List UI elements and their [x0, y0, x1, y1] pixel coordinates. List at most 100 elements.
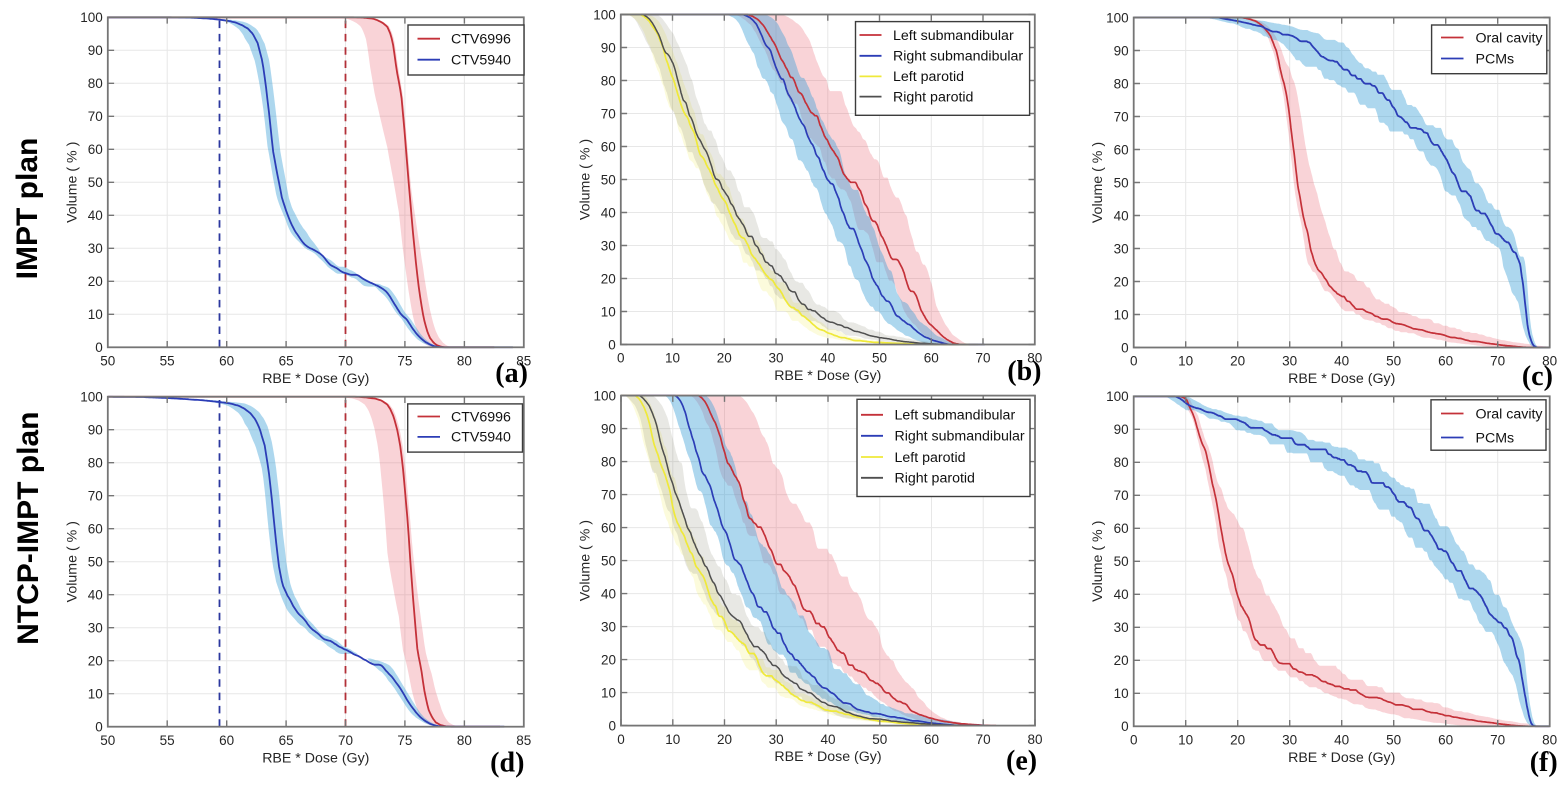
svg-text:80: 80 [457, 733, 472, 748]
svg-text:NTCP-IMPT plan: NTCP-IMPT plan [12, 412, 45, 645]
svg-text:60: 60 [88, 142, 103, 157]
svg-text:75: 75 [397, 733, 412, 748]
svg-text:20: 20 [1230, 733, 1245, 748]
svg-text:100: 100 [1106, 10, 1129, 25]
svg-text:10: 10 [88, 687, 103, 702]
svg-text:90: 90 [601, 421, 616, 436]
svg-text:50: 50 [1114, 554, 1129, 569]
svg-text:80: 80 [457, 354, 472, 369]
svg-text:20: 20 [88, 654, 103, 669]
svg-text:20: 20 [1230, 354, 1245, 369]
svg-text:70: 70 [338, 354, 353, 369]
svg-text:10: 10 [88, 307, 103, 322]
svg-text:50: 50 [872, 732, 887, 747]
svg-text:Volume ( % ): Volume ( % ) [64, 142, 80, 223]
svg-text:90: 90 [88, 43, 103, 58]
svg-text:50: 50 [1386, 354, 1401, 369]
svg-text:10: 10 [1178, 733, 1193, 748]
svg-text:PCMs: PCMs [1476, 51, 1515, 67]
svg-text:60: 60 [1438, 733, 1453, 748]
svg-text:Volume ( % ): Volume ( % ) [64, 521, 80, 602]
svg-text:60: 60 [219, 733, 234, 748]
svg-text:IMPT plan: IMPT plan [11, 138, 44, 280]
svg-text:40: 40 [820, 732, 835, 747]
svg-text:70: 70 [88, 489, 103, 504]
svg-text:Oral cavity: Oral cavity [1476, 30, 1544, 46]
svg-text:RBE * Dose (Gy): RBE * Dose (Gy) [262, 750, 369, 766]
svg-text:70: 70 [1490, 354, 1505, 369]
svg-text:60: 60 [88, 522, 103, 537]
svg-text:30: 30 [601, 238, 616, 253]
svg-text:70: 70 [338, 733, 353, 748]
svg-text:Volume ( % ): Volume ( % ) [1090, 521, 1106, 602]
svg-text:60: 60 [1114, 142, 1129, 157]
svg-text:CTV5940: CTV5940 [451, 430, 511, 446]
svg-text:50: 50 [100, 733, 115, 748]
svg-text:70: 70 [976, 732, 991, 747]
svg-text:40: 40 [820, 351, 835, 366]
svg-text:40: 40 [1114, 587, 1129, 602]
svg-text:20: 20 [601, 271, 616, 286]
svg-text:40: 40 [88, 208, 103, 223]
svg-text:60: 60 [601, 520, 616, 535]
svg-text:30: 30 [88, 241, 103, 256]
svg-text:80: 80 [88, 76, 103, 91]
svg-text:RBE * Dose (Gy): RBE * Dose (Gy) [1288, 371, 1395, 387]
svg-text:40: 40 [601, 586, 616, 601]
svg-text:80: 80 [601, 454, 616, 469]
svg-text:20: 20 [717, 351, 732, 366]
svg-text:40: 40 [88, 588, 103, 603]
svg-text:55: 55 [160, 733, 175, 748]
svg-text:RBE * Dose (Gy): RBE * Dose (Gy) [1288, 750, 1395, 766]
svg-text:60: 60 [219, 354, 234, 369]
svg-text:Oral cavity: Oral cavity [1476, 406, 1544, 422]
svg-text:30: 30 [88, 621, 103, 636]
svg-text:70: 70 [601, 106, 616, 121]
svg-text:100: 100 [593, 388, 616, 403]
svg-text:CTV6996: CTV6996 [451, 32, 511, 48]
svg-text:55: 55 [160, 354, 175, 369]
svg-text:60: 60 [1114, 521, 1129, 536]
svg-text:40: 40 [601, 205, 616, 220]
svg-text:(f): (f) [1530, 747, 1558, 778]
svg-text:70: 70 [1114, 488, 1129, 503]
svg-text:65: 65 [279, 354, 294, 369]
svg-text:80: 80 [1027, 732, 1042, 747]
svg-text:Right submandibular: Right submandibular [893, 49, 1023, 65]
svg-text:20: 20 [601, 652, 616, 667]
svg-text:90: 90 [1114, 43, 1129, 58]
svg-text:10: 10 [1114, 307, 1129, 322]
svg-text:100: 100 [593, 7, 616, 22]
svg-text:10: 10 [665, 732, 680, 747]
svg-text:50: 50 [1386, 733, 1401, 748]
svg-text:100: 100 [80, 390, 103, 405]
svg-text:0: 0 [617, 732, 625, 747]
svg-text:Volume ( % ): Volume ( % ) [577, 139, 593, 220]
svg-text:50: 50 [872, 351, 887, 366]
svg-text:(c): (c) [1522, 361, 1553, 392]
svg-text:RBE * Dose (Gy): RBE * Dose (Gy) [774, 368, 881, 384]
svg-text:50: 50 [88, 555, 103, 570]
svg-text:60: 60 [1438, 354, 1453, 369]
svg-text:70: 70 [601, 487, 616, 502]
svg-text:40: 40 [1114, 208, 1129, 223]
svg-text:90: 90 [601, 40, 616, 55]
svg-text:CTV5940: CTV5940 [451, 53, 511, 69]
svg-text:10: 10 [601, 685, 616, 700]
svg-text:(a): (a) [495, 358, 528, 389]
svg-text:50: 50 [601, 172, 616, 187]
svg-text:40: 40 [1334, 733, 1349, 748]
svg-text:50: 50 [601, 553, 616, 568]
svg-text:30: 30 [601, 619, 616, 634]
svg-text:50: 50 [88, 175, 103, 190]
svg-text:10: 10 [1114, 686, 1129, 701]
svg-text:30: 30 [1282, 733, 1297, 748]
svg-text:10: 10 [601, 304, 616, 319]
svg-text:Left parotid: Left parotid [893, 69, 964, 85]
svg-text:0: 0 [1130, 354, 1138, 369]
svg-text:0: 0 [1130, 733, 1138, 748]
svg-text:70: 70 [88, 109, 103, 124]
svg-text:30: 30 [769, 732, 784, 747]
svg-text:50: 50 [1114, 175, 1129, 190]
svg-text:40: 40 [1334, 354, 1349, 369]
